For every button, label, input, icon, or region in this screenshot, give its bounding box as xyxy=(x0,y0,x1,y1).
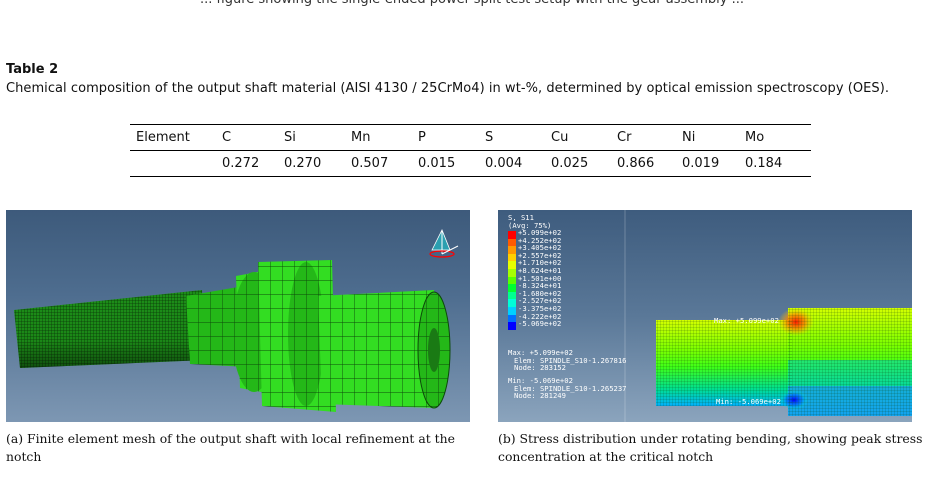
table-cell: 0.270 xyxy=(284,156,322,171)
legend-value: -3.375e+02 xyxy=(518,303,562,313)
legend-swatch xyxy=(508,246,516,254)
max-node-text: Node: 283152 xyxy=(514,363,566,373)
table-header-cell: P xyxy=(418,130,426,145)
legend-swatch xyxy=(508,261,516,269)
min-node-text: Node: 281249 xyxy=(514,391,566,401)
stress-contour-drawing xyxy=(624,210,912,422)
min-value-text: Min: -5.069e+02 xyxy=(508,376,573,385)
figure-b-caption: (b) Stress distribution under rotating b… xyxy=(498,431,923,464)
legend-swatch xyxy=(508,314,516,323)
legend-swatch xyxy=(508,238,516,247)
composition-table: Element C Si Mn P S Cu Cr Ni Mo 0.272 0.… xyxy=(130,124,811,177)
figure-a-caption: (a) Finite element mesh of the output sh… xyxy=(6,431,455,464)
legend-value: +5.099e+02 xyxy=(518,228,562,237)
table-label: Table 2 xyxy=(6,62,59,77)
table-row: 0.272 0.270 0.507 0.015 0.004 0.025 0.86… xyxy=(130,151,811,177)
legend-value: +4.252e+02 xyxy=(518,235,562,245)
legend-averaging: (Avg: 75%) xyxy=(508,220,552,230)
shaft-notch-section xyxy=(318,290,436,408)
legend-value: -1.680e+02 xyxy=(518,288,562,298)
legend-variable: S, S11 xyxy=(508,213,534,222)
legend-swatch xyxy=(508,253,516,262)
legend-swatch xyxy=(508,322,516,330)
contour-legend-title: S, S11 (Avg: 75%) xyxy=(508,214,551,229)
table-header-cell: Mn xyxy=(351,130,371,145)
table-cell: 0.015 xyxy=(418,156,456,171)
table-cell: 0.184 xyxy=(745,156,783,171)
table-cell: 0.272 xyxy=(222,156,260,171)
table-caption: Chemical composition of the output shaft… xyxy=(6,81,890,96)
legend-value: +1.710e+02 xyxy=(518,258,562,268)
table-cell: 0.019 xyxy=(682,156,720,171)
shaft-mesh-drawing xyxy=(14,229,459,412)
min-marker-label: Min: -5.069e+02 xyxy=(716,397,781,406)
max-info-block: Max: +5.099e+02 Elem: SPINDLE_S10-1.2678… xyxy=(508,349,627,372)
min-element-text: Elem: SPINDLE_S10-1.265237 xyxy=(514,383,627,393)
table-header-cell: Si xyxy=(284,130,296,145)
legend-values: +5.099e+02 +4.252e+02 +3.405e+02 +2.557e… xyxy=(518,229,561,328)
stress-contour-body xyxy=(656,308,912,416)
table-header-cell: Cu xyxy=(551,130,569,145)
table-cell: 0.866 xyxy=(617,156,655,171)
table-cell xyxy=(130,151,222,177)
max-marker-label: Max: +5.099e+02 xyxy=(714,316,779,325)
table-cell: 0.507 xyxy=(351,156,389,171)
legend-swatch xyxy=(508,276,516,285)
table-header-cell: Cr xyxy=(617,130,632,145)
table-cell: 0.025 xyxy=(551,156,589,171)
table-header-cell: Element xyxy=(136,130,190,145)
shaft-collar xyxy=(186,286,248,367)
legend-value: +8.624e+01 xyxy=(518,265,562,275)
legend-value: -4.222e+02 xyxy=(518,311,562,321)
figure-a-mesh-image xyxy=(6,210,470,422)
legend-swatch xyxy=(508,299,516,307)
max-element-text: Elem: SPINDLE_S10-1.267816 xyxy=(514,355,627,365)
legend-swatch xyxy=(508,284,516,292)
legend-value: -8.324e+01 xyxy=(518,281,562,291)
orientation-triad-icon xyxy=(429,229,459,258)
legend-swatch xyxy=(508,231,516,239)
cut-off-text-line: ... figure showing the single-ended powe… xyxy=(0,0,944,12)
legend-swatch xyxy=(508,306,516,315)
table-header-cell: Ni xyxy=(682,130,696,145)
table-header-row: Element C Si Mn P S Cu Cr Ni Mo xyxy=(130,124,811,151)
figure-b-stress-image: S, S11 (Avg: 75%) +5.099e+02 +4.252e+02 … xyxy=(498,210,912,422)
table-cell: 0.004 xyxy=(485,156,523,171)
table-header-cell: C xyxy=(222,130,232,145)
legend-color-bar xyxy=(508,231,516,330)
legend-swatch xyxy=(508,291,516,300)
table-header-cell: Mo xyxy=(745,130,765,145)
legend-value: -2.527e+02 xyxy=(518,296,562,306)
legend-value: +3.405e+02 xyxy=(518,243,562,253)
legend-swatch xyxy=(508,268,516,277)
table-header-cell: S xyxy=(485,130,494,145)
legend-value: -5.069e+02 xyxy=(518,319,562,329)
min-info-block: Min: -5.069e+02 Elem: SPINDLE_S10-1.2652… xyxy=(508,377,627,400)
legend-value: +1.501e+00 xyxy=(518,273,562,283)
legend-value: +2.557e+02 xyxy=(518,250,562,260)
max-value-text: Max: +5.099e+02 xyxy=(508,348,573,357)
